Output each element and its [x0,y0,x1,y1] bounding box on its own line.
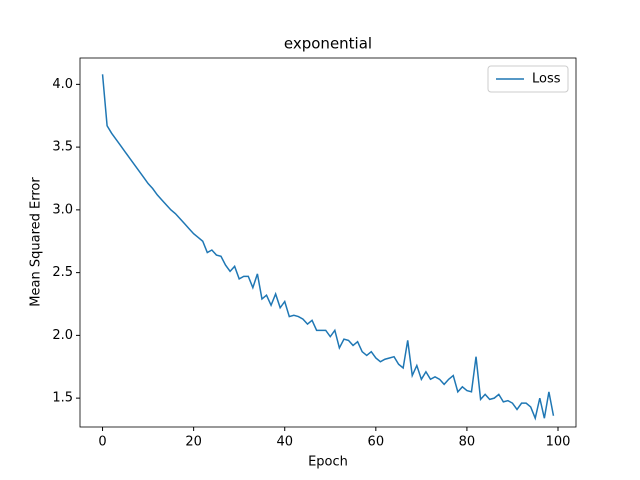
loss-line [101,74,555,421]
y-tick-label: 2.0 [52,328,73,343]
legend-box [487,65,569,93]
chart-title: exponential [284,35,372,53]
x-tick-label: 60 [368,435,385,450]
y-tick-label: 4.0 [52,77,73,92]
x-tick-label: 20 [185,435,202,450]
x-tick-label: 40 [276,435,293,450]
x-axis-label: Epoch [308,455,348,470]
y-axis-label: Mean Squared Error [29,177,44,307]
y-tick-label: 3.5 [52,140,73,155]
y-tick-label: 3.0 [52,202,73,217]
legend-label: Loss [532,72,561,87]
y-tick-label: 1.5 [52,391,73,406]
y-tick-label: 2.5 [52,265,73,280]
plot-frame [79,57,577,428]
x-tick-label: 100 [546,435,571,450]
x-tick-label: 0 [98,435,106,450]
x-tick-label: 80 [459,435,476,450]
